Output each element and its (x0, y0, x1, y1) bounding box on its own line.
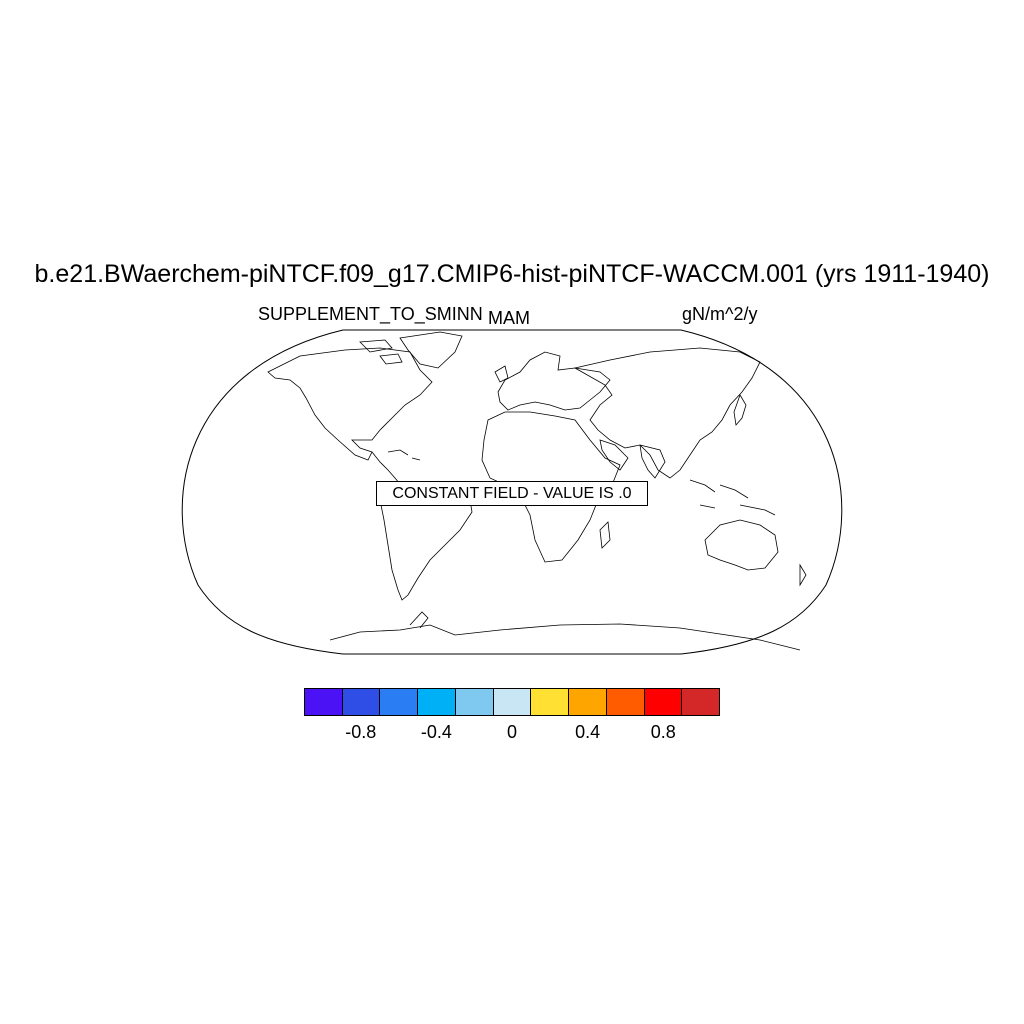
coastline-india (639, 444, 666, 479)
coastline-caribbean (387, 449, 421, 461)
colorbar (304, 688, 720, 716)
coastline-north-america (267, 347, 433, 461)
coastline-se-asia-islands (689, 479, 776, 516)
colorbar-swatch (305, 689, 343, 715)
coastline-arctic-islands (359, 339, 403, 365)
variable-name: SUPPLEMENT_TO_SMINN (258, 304, 483, 324)
map-boundary (181, 329, 843, 655)
colorbar-swatch (342, 689, 381, 715)
coastline-antarctic-peninsula (409, 611, 429, 629)
coastline-antarctica (329, 623, 801, 651)
coastline-japan (733, 394, 747, 426)
coastline-madagascar (599, 521, 611, 549)
season-label: MAM (488, 308, 530, 328)
coastline-central-america (371, 451, 401, 485)
coastline-asia (573, 347, 761, 479)
coastline-greenland (399, 331, 463, 369)
plot-title: b.e21.BWaerchem-piNTCF.f09_g17.CMIP6-his… (34, 260, 990, 288)
colorbar-swatch (418, 689, 456, 715)
units-label: gN/m^2/y (682, 304, 758, 324)
colorbar-swatch (531, 689, 570, 715)
coastline-new-zealand (799, 563, 807, 587)
colorbar-swatch (455, 689, 494, 715)
colorbar-tick-label: 0.8 (650, 722, 676, 742)
colorbar-swatch (380, 689, 419, 715)
colorbar-swatch (569, 689, 607, 715)
coastline-arabia (599, 439, 629, 471)
constant-field-message: CONSTANT FIELD - VALUE IS .0 (376, 481, 648, 506)
colorbar-swatch (606, 689, 645, 715)
colorbar-swatch (493, 689, 532, 715)
colorbar-tick-label: 0 (506, 722, 518, 742)
colorbar-swatch (682, 689, 720, 715)
coastline-europe (497, 351, 611, 411)
coastlines (267, 331, 807, 651)
colorbar-tick-label: -0.8 (345, 722, 377, 742)
coastline-british-isles (494, 365, 509, 383)
coastline-australia (704, 519, 779, 571)
colorbar-swatch (644, 689, 683, 715)
colorbar-tick-label: 0.4 (575, 722, 601, 742)
colorbar-tick-label: -0.4 (420, 722, 452, 742)
